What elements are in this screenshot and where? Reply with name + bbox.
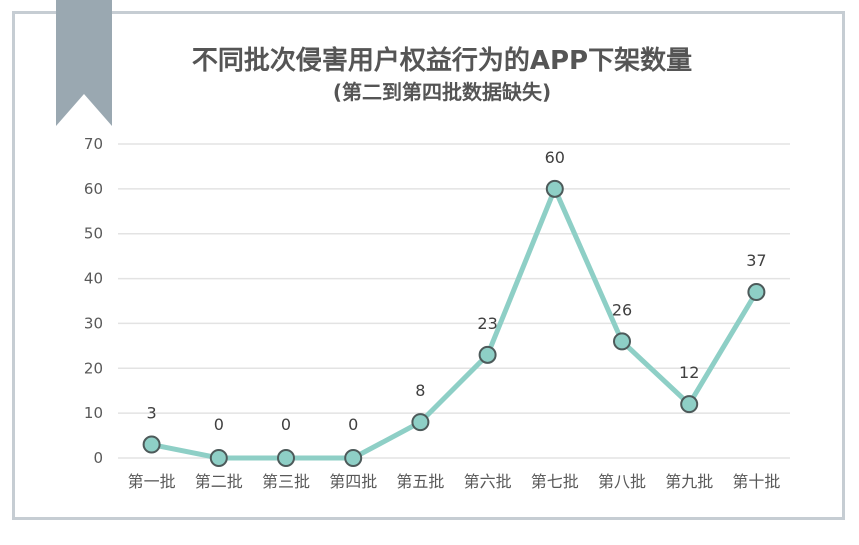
- x-category-label: 第二批: [195, 472, 243, 491]
- data-point-marker[interactable]: [680, 395, 699, 414]
- y-tick-label: 40: [84, 270, 103, 288]
- data-label: 23: [477, 314, 497, 333]
- data-series-line: [142, 179, 766, 467]
- data-label: 60: [545, 148, 565, 167]
- data-label: 8: [415, 381, 425, 400]
- y-tick-label: 70: [84, 135, 103, 153]
- data-label: 0: [214, 415, 224, 434]
- x-category-label: 第五批: [396, 472, 444, 491]
- y-tick-label: 20: [84, 359, 103, 377]
- x-category-label: 第三批: [262, 472, 310, 491]
- series-line: [151, 182, 759, 461]
- data-label: 26: [612, 300, 632, 319]
- data-point-marker[interactable]: [747, 283, 766, 302]
- bookmark-ribbon-icon: [56, 0, 112, 126]
- y-tick-label: 50: [84, 225, 103, 243]
- chart-title: 不同批次侵害用户权益行为的APP下架数量: [191, 46, 693, 76]
- data-label: 37: [746, 251, 766, 270]
- data-label: 3: [147, 404, 157, 423]
- chart-frame: [12, 11, 845, 520]
- data-point-marker[interactable]: [344, 449, 363, 467]
- data-point-marker[interactable]: [478, 345, 497, 364]
- x-category-label: 第四批: [329, 472, 377, 491]
- data-point-marker[interactable]: [613, 332, 631, 351]
- y-tick-label: 30: [84, 314, 103, 332]
- data-label: 0: [348, 415, 358, 434]
- x-category-label: 第八批: [598, 472, 646, 491]
- data-point-marker[interactable]: [142, 435, 161, 454]
- data-point-marker[interactable]: [411, 413, 430, 432]
- x-category-label: 第七批: [531, 472, 579, 491]
- data-label: 12: [679, 363, 699, 382]
- x-category-label: 第十批: [732, 472, 780, 491]
- data-point-marker[interactable]: [277, 449, 295, 467]
- data-labels: 3 0 0 0 8 23 60 26 12 37: [147, 148, 767, 434]
- y-tick-label: 60: [84, 180, 103, 198]
- gridlines: [118, 143, 790, 459]
- x-category-label: 第六批: [464, 472, 512, 491]
- x-category-label: 第九批: [665, 472, 713, 491]
- y-tick-label: 10: [84, 404, 103, 422]
- x-category-label: 第一批: [128, 472, 176, 491]
- x-axis-labels: 第一批 第二批 第三批 第四批 第五批 第六批 第七批 第八批 第九批 第十批: [128, 472, 781, 491]
- y-axis-ticks: 0 10 20 30 40 50 60 70: [84, 135, 103, 467]
- data-point-marker[interactable]: [545, 179, 564, 198]
- chart-subtitle: (第二到第四批数据缺失): [332, 80, 552, 104]
- y-tick-label: 0: [93, 449, 103, 467]
- data-label: 0: [281, 415, 291, 434]
- data-point-marker[interactable]: [209, 449, 228, 467]
